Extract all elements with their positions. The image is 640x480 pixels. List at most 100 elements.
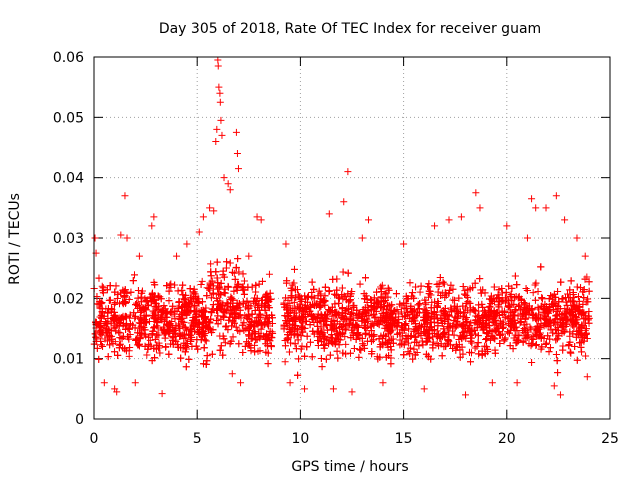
x-tick-label: 0 [90, 431, 99, 447]
data-point [501, 334, 509, 342]
data-point [331, 324, 339, 332]
data-point [522, 309, 530, 317]
data-point [405, 325, 413, 333]
data-point [409, 314, 417, 322]
data-point [476, 275, 484, 283]
data-point [208, 350, 216, 358]
data-point [115, 328, 123, 336]
data-point [412, 283, 420, 291]
data-point [120, 293, 128, 301]
data-point [111, 308, 119, 316]
data-point [226, 313, 234, 321]
data-point [194, 345, 202, 353]
data-point [117, 289, 125, 297]
data-point [99, 289, 107, 297]
data-point [150, 313, 158, 321]
data-point [375, 335, 383, 343]
data-point [135, 341, 143, 349]
data-point [585, 287, 593, 295]
data-point [383, 305, 391, 313]
data-point [437, 292, 445, 300]
data-point [290, 279, 298, 287]
data-point [186, 300, 194, 308]
data-point [192, 342, 200, 350]
data-point [364, 317, 372, 325]
data-point [408, 317, 416, 325]
data-point [450, 317, 458, 325]
data-point [143, 351, 151, 359]
data-point [287, 292, 295, 300]
data-point [240, 319, 248, 327]
data-point [538, 294, 546, 302]
data-point [459, 283, 467, 291]
data-point [352, 335, 360, 343]
data-point [266, 289, 274, 297]
data-point [505, 329, 513, 337]
data-point [180, 295, 188, 303]
data-point [98, 308, 106, 316]
data-point [488, 296, 496, 304]
data-point [552, 293, 560, 301]
data-point [298, 322, 306, 330]
data-point [181, 348, 189, 356]
data-point [308, 293, 316, 301]
data-point [549, 329, 557, 337]
data-point [487, 299, 495, 307]
data-point [296, 300, 304, 308]
data-point [132, 301, 140, 309]
data-point [241, 342, 249, 350]
data-point [471, 344, 479, 352]
data-point [361, 316, 369, 324]
data-point [550, 319, 558, 327]
data-point [450, 304, 458, 312]
data-points [90, 56, 593, 399]
data-point [580, 293, 588, 301]
data-point [262, 296, 270, 304]
data-point [301, 301, 309, 309]
data-point [160, 302, 168, 310]
data-point [501, 335, 509, 343]
data-point [231, 275, 239, 283]
data-point [223, 258, 231, 266]
data-point [361, 344, 369, 352]
y-tick-label: 0.01 [53, 352, 84, 368]
data-point [313, 319, 321, 327]
data-point [491, 346, 499, 354]
data-point [165, 297, 173, 305]
data-point [356, 345, 364, 353]
data-point [150, 324, 158, 332]
data-point [219, 271, 227, 279]
data-point [133, 336, 141, 344]
data-point [462, 318, 470, 326]
data-point [584, 295, 592, 303]
data-point [575, 327, 583, 335]
data-point [187, 307, 195, 315]
data-point [483, 335, 491, 343]
data-point [565, 340, 573, 348]
data-point [432, 311, 440, 319]
data-point [467, 358, 475, 366]
data-point [541, 319, 549, 327]
data-point [473, 320, 481, 328]
data-point [434, 288, 442, 296]
data-point [407, 302, 415, 310]
data-point [163, 321, 171, 329]
data-point [323, 310, 331, 318]
data-point [235, 268, 243, 276]
data-point [325, 306, 333, 314]
data-point [178, 310, 186, 318]
data-point [307, 303, 315, 311]
data-point [126, 343, 134, 351]
data-point [130, 271, 138, 279]
data-point [321, 292, 329, 300]
data-point [342, 340, 350, 348]
data-point [408, 292, 416, 300]
data-point [355, 353, 363, 361]
data-point [431, 298, 439, 306]
data-point [552, 351, 560, 359]
data-point [207, 308, 215, 316]
data-point [318, 338, 326, 346]
data-point [244, 305, 252, 313]
data-point [402, 312, 410, 320]
data-point [317, 354, 325, 362]
